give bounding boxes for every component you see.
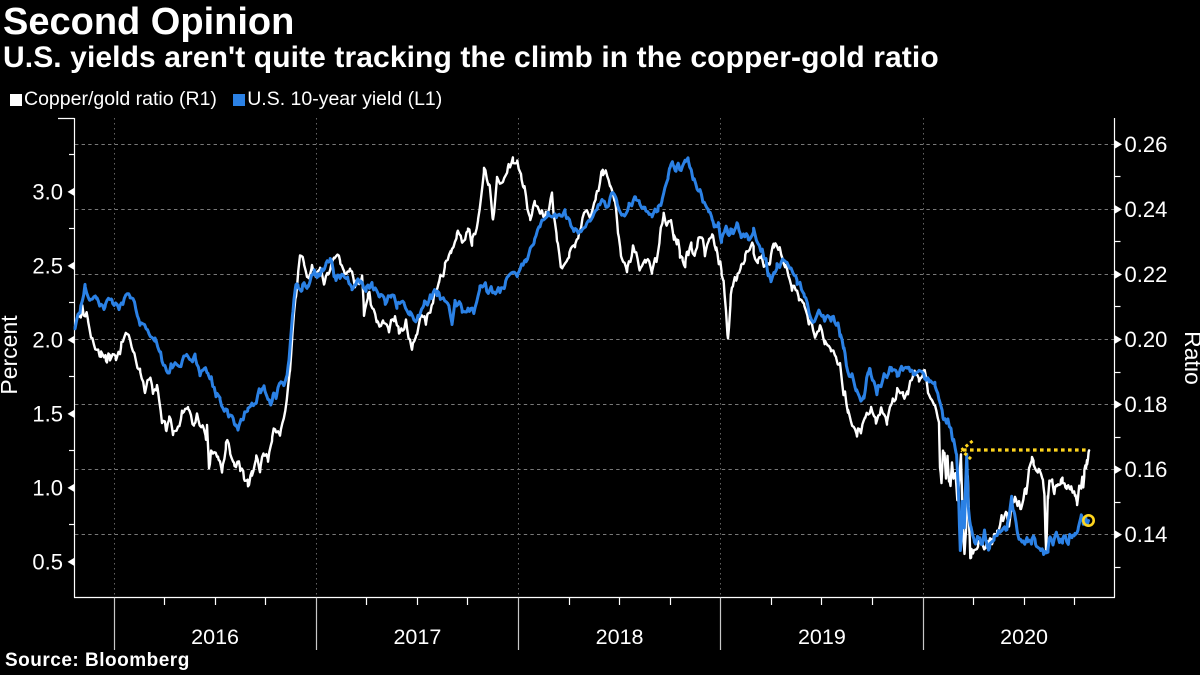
svg-text:0.5: 0.5 xyxy=(32,549,63,574)
svg-text:2.5: 2.5 xyxy=(32,253,63,278)
svg-text:2020: 2020 xyxy=(1000,625,1048,649)
svg-text:2016: 2016 xyxy=(191,625,239,649)
svg-text:0.24: 0.24 xyxy=(1125,197,1168,222)
svg-text:1.5: 1.5 xyxy=(32,401,63,426)
svg-text:2.0: 2.0 xyxy=(32,327,63,352)
svg-text:0.20: 0.20 xyxy=(1125,327,1168,352)
svg-text:2018: 2018 xyxy=(596,625,644,649)
svg-text:0.18: 0.18 xyxy=(1125,392,1168,417)
svg-text:0.26: 0.26 xyxy=(1125,132,1168,157)
svg-text:1.0: 1.0 xyxy=(32,475,63,500)
svg-text:0.14: 0.14 xyxy=(1125,522,1168,547)
svg-text:2019: 2019 xyxy=(798,625,846,649)
svg-text:3.0: 3.0 xyxy=(32,179,63,204)
svg-text:0.22: 0.22 xyxy=(1125,262,1168,287)
svg-text:Ratio: Ratio xyxy=(1180,331,1200,385)
svg-text:2017: 2017 xyxy=(393,625,441,649)
svg-text:Percent: Percent xyxy=(0,315,22,395)
svg-text:0.16: 0.16 xyxy=(1125,457,1168,482)
